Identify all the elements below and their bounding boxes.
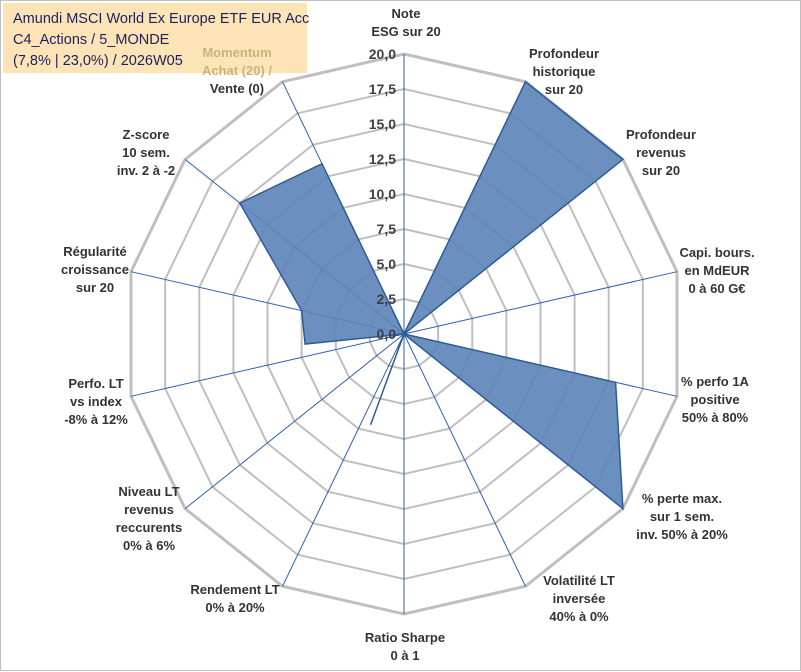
tick-label: 5,0 <box>377 256 397 272</box>
axis-label: Profondeur revenus sur 20 <box>626 127 696 178</box>
axis-label: % perfo 1A positive 50% à 80% <box>681 374 750 425</box>
axis-label-line: historique <box>533 64 596 79</box>
axis-label-line: en MdEUR <box>685 263 751 278</box>
tick-label: 12,5 <box>369 151 396 167</box>
axis-label-line: Achat (20) / <box>202 63 272 78</box>
axis-label-line: 50% à 80% <box>682 410 749 425</box>
axis-label-line: Volatilité LT <box>543 573 615 588</box>
axis-label-line: inv. 2 à -2 <box>117 163 175 178</box>
axis-label-line: Rendement LT <box>190 582 279 597</box>
axis-label-line: Momentum <box>202 45 271 60</box>
axis-label-line: Régularité <box>63 244 127 259</box>
tick-label: 15,0 <box>369 116 396 132</box>
axis-label: Capi. bours. en MdEUR 0 à 60 G€ <box>679 245 754 296</box>
chart-title-box: Amundi MSCI World Ex Europe ETF EUR Acc … <box>3 3 310 73</box>
axis-label: Note ESG sur 20 <box>371 6 440 39</box>
axis-label-line: reccurents <box>116 520 182 535</box>
axis-label-line: inv. 50% à 20% <box>636 527 728 542</box>
axis-label-line: ESG sur 20 <box>371 24 440 39</box>
axis-label-line: -8% à 12% <box>64 412 128 427</box>
axis-spoke <box>403 333 526 587</box>
axis-label-line: positive <box>690 392 739 407</box>
axis-label: Niveau LT revenus reccurents 0% à 6% <box>116 484 182 553</box>
axis-label-line: 40% à 0% <box>549 609 609 624</box>
axis-label-line: Profondeur <box>626 127 696 142</box>
axis-label-line: revenus <box>124 502 174 517</box>
axis-label-line: Niveau LT <box>118 484 179 499</box>
axis-label-line: vs index <box>70 394 123 409</box>
axis-label-line: croissance <box>61 262 129 277</box>
axis-label: Rendement LT 0% à 20% <box>190 582 279 615</box>
axis-label-line: Perfo. LT <box>68 376 123 391</box>
axis-label-line: Profondeur <box>529 46 599 61</box>
axis-label-line: 0% à 20% <box>205 600 265 615</box>
axis-label-line: Z-score <box>123 127 170 142</box>
axis-label-line: Capi. bours. <box>679 245 754 260</box>
axis-label: Perfo. LT vs index -8% à 12% <box>64 376 128 427</box>
axis-label-line: Vente (0) <box>210 81 264 96</box>
axis-label: Ratio Sharpe 0 à 1 <box>365 630 445 663</box>
axis-label: Z-score 10 sem. inv. 2 à -2 <box>117 127 175 178</box>
axis-label-line: sur 20 <box>76 280 114 295</box>
chart-title-line-2: C4_Actions / 5_MONDE <box>13 32 170 48</box>
chart-title-line-1: Amundi MSCI World Ex Europe ETF EUR Acc <box>13 11 310 27</box>
axis-label: % perte max. sur 1 sem. inv. 50% à 20% <box>636 491 728 542</box>
axis-label-line: sur 20 <box>642 163 680 178</box>
axis-label: Momentum Achat (20) / Vente (0) <box>202 45 272 96</box>
axis-label-line: % perfo 1A <box>681 374 750 389</box>
tick-label: 17,5 <box>369 81 396 97</box>
axis-label-line: 0% à 6% <box>123 538 175 553</box>
axis-label-line: revenus <box>636 145 686 160</box>
axis-label-line: inversée <box>553 591 606 606</box>
chart-title-line-3: (7,8% | 23,0%) / 2026W05 <box>13 53 183 69</box>
tick-label: 7,5 <box>377 221 397 237</box>
axis-label-line: % perte max. <box>642 491 722 506</box>
series-area <box>238 80 625 511</box>
axis-label: Profondeur historique sur 20 <box>529 46 599 97</box>
axis-spoke <box>184 333 405 509</box>
tick-label: 10,0 <box>369 186 396 202</box>
axis-label-line: Ratio Sharpe <box>365 630 445 645</box>
axis-label: Volatilité LT inversée 40% à 0% <box>543 573 615 624</box>
axis-label-line: sur 20 <box>545 82 583 97</box>
axis-spoke <box>282 333 405 587</box>
axis-spoke <box>130 333 405 397</box>
tick-label: 0,0 <box>377 326 397 342</box>
axis-label: Régularité croissance sur 20 <box>61 244 129 295</box>
axis-label-line: Note <box>392 6 421 21</box>
axis-label-line: 0 à 60 G€ <box>688 281 745 296</box>
axis-label-line: 10 sem. <box>122 145 170 160</box>
tick-label: 20,0 <box>369 46 396 62</box>
tick-label: 2,5 <box>377 291 397 307</box>
axis-label-line: sur 1 sem. <box>650 509 714 524</box>
axis-label-line: 0 à 1 <box>391 648 420 663</box>
axis-spoke <box>403 271 678 335</box>
